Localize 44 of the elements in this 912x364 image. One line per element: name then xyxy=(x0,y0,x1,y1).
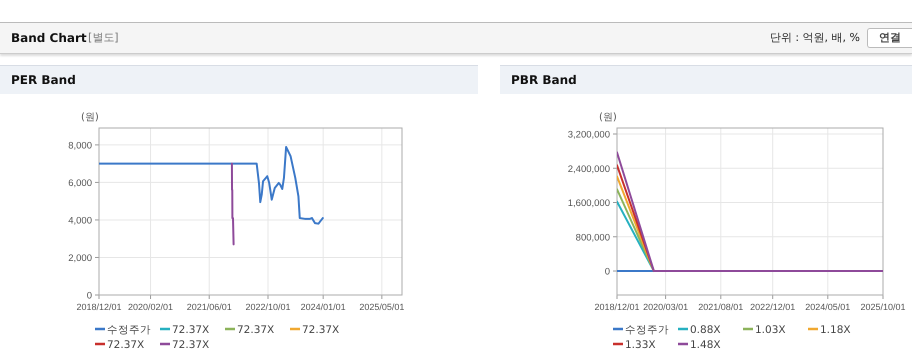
line-series xyxy=(99,146,324,225)
x-tick-label: 2021/08/01 xyxy=(698,302,744,312)
x-tick-label: 2018/12/01 xyxy=(594,302,640,312)
text: Band Chart xyxy=(11,30,87,47)
x-tick-label: 2024/05/01 xyxy=(805,302,850,312)
x-tick-label: 2024/01/01 xyxy=(300,302,346,312)
chart-title: PBR Band xyxy=(500,65,912,94)
y-tick-label: 6,000 xyxy=(68,178,92,189)
legend-label: 72.37X xyxy=(107,339,144,351)
x-tick-label: 2025/10/01 xyxy=(860,302,906,312)
x-tick-label: 2021/06/01 xyxy=(186,302,232,312)
x-tick-label: 2018/12/01 xyxy=(76,302,122,312)
x-tick-label: 2022/10/01 xyxy=(245,302,291,312)
x-tick-label: 2022/12/01 xyxy=(750,302,796,312)
legend-label: 72.37X xyxy=(302,324,340,336)
y-tick-label: 2,400,000 xyxy=(568,164,610,175)
legend-label: 1.03X xyxy=(755,324,786,336)
legend-label: 1.18X xyxy=(820,324,851,336)
x-tick-label: 2020/03/01 xyxy=(643,302,688,312)
y-tick-label: 4,000 xyxy=(68,215,92,226)
y-tick-label: 0 xyxy=(86,290,92,302)
y-tick-label: 1,600,000 xyxy=(568,198,610,210)
legend-label: 1.33X xyxy=(625,339,656,351)
legend-label: 72.37X xyxy=(172,339,210,351)
legend-label: 수정주가 xyxy=(625,324,669,336)
legend-label: 1.48X xyxy=(690,339,721,351)
text: 단위 : 억원, 배, % xyxy=(770,30,860,46)
text: 연결 xyxy=(867,28,912,48)
legend-label: 0.88X xyxy=(690,324,721,336)
y-tick-label: 8,000 xyxy=(68,140,92,152)
legend-label: 72.37X xyxy=(237,324,274,336)
y-tick-label: 0 xyxy=(604,266,610,278)
y-tick-label: 3,200,000 xyxy=(568,129,610,140)
chart-title: PER Band xyxy=(0,65,478,94)
y-axis-title: (원) xyxy=(599,112,617,123)
y-tick-label: 800,000 xyxy=(576,232,610,244)
x-tick-label: 2025/05/01 xyxy=(359,302,404,312)
line-series xyxy=(230,162,235,246)
y-tick-label: 2,000 xyxy=(68,252,92,264)
x-tick-label: 2020/02/01 xyxy=(128,302,174,312)
legend-label: 72.37X xyxy=(172,324,210,336)
legend-label: 수정주가 xyxy=(107,324,151,336)
text: [별도] xyxy=(88,30,119,46)
y-axis-title: (원) xyxy=(81,112,99,123)
